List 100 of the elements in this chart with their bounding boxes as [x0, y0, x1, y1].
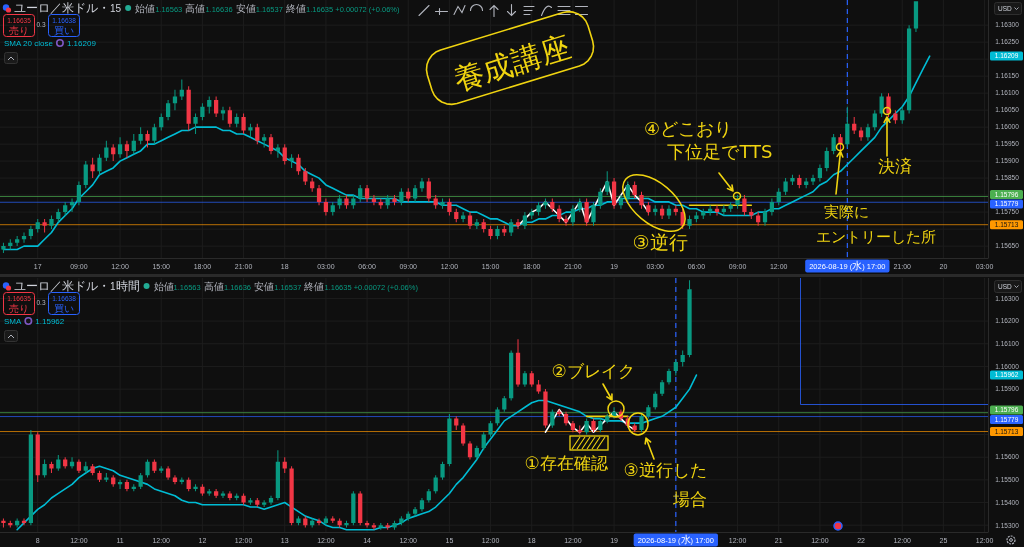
candlestick: [659, 205, 665, 219]
candlestick: [481, 218, 486, 233]
candlestick: [577, 425, 582, 435]
annotation: ③逆行: [632, 231, 688, 253]
candlestick: [783, 178, 788, 196]
candlestick: [83, 461, 88, 474]
candlestick: [255, 497, 260, 508]
candlestick: [639, 414, 644, 433]
candlestick: [495, 225, 500, 240]
annotation: ①存在確認: [524, 453, 608, 473]
candlestick: [605, 171, 610, 196]
candlestick: [440, 198, 445, 209]
candlestick: [474, 445, 479, 460]
candlestick: [385, 522, 390, 530]
candlestick: [447, 198, 452, 216]
candlestick: [21, 232, 27, 243]
candlestick: [117, 479, 123, 489]
candlestick: [680, 350, 685, 367]
candlestick: [563, 215, 569, 226]
candlestick: [790, 174, 795, 185]
candlestick: [440, 461, 445, 480]
candlestick: [646, 405, 651, 419]
candlestick: [426, 488, 431, 503]
candlestick: [598, 418, 603, 433]
candlestick: [694, 212, 699, 223]
candlestick: [817, 164, 823, 182]
candlestick: [687, 215, 692, 230]
candlestick: [193, 113, 198, 134]
candlestick: [255, 123, 260, 145]
candlestick: [364, 184, 370, 202]
candlestick: [810, 174, 816, 185]
candlestick: [248, 123, 253, 138]
candlestick: [69, 457, 75, 469]
candlestick: [447, 414, 452, 467]
candlestick: [378, 198, 383, 209]
legend: SMA 20 close 1.16209: [4, 39, 96, 48]
candlestick: [248, 497, 253, 505]
candlestick: [227, 106, 232, 128]
candlestick: [708, 205, 713, 216]
candlestick: [159, 113, 164, 131]
candlestick: [145, 130, 150, 148]
candlestick: [282, 457, 287, 474]
candlestick: [454, 208, 459, 223]
candlestick: [234, 493, 239, 501]
candlestick: [529, 208, 534, 219]
candlestick: [124, 140, 130, 158]
candlestick: [426, 178, 431, 202]
candlestick: [28, 429, 33, 526]
candlestick: [351, 491, 356, 526]
candlestick: [577, 198, 582, 213]
candlestick: [207, 488, 212, 496]
candlestick: [522, 212, 527, 230]
candlestick: [797, 174, 802, 189]
candlestick: [330, 201, 335, 216]
candlestick: [584, 198, 589, 226]
candlestick: [550, 409, 555, 428]
candlestick: [49, 461, 54, 474]
candlestick: [804, 178, 809, 189]
candlestick: [42, 459, 47, 478]
candlestick: [76, 181, 82, 206]
candlestick: [502, 225, 507, 236]
candlestick: [762, 208, 768, 226]
candlestick: [152, 123, 157, 145]
candlestick: [673, 205, 678, 216]
candlestick: [461, 212, 466, 223]
annotation: 1.16209: [66, 39, 97, 48]
candlestick: [117, 137, 123, 158]
candlestick: [344, 195, 349, 209]
candlestick: [701, 208, 706, 219]
chart-title: ユーロ／米ドル・15: [14, 1, 122, 15]
candlestick: [515, 339, 521, 387]
candlestick: [412, 507, 418, 517]
candlestick: [728, 201, 733, 213]
candlestick: [852, 116, 857, 134]
candlestick: [591, 201, 596, 226]
candlestick: [536, 201, 541, 216]
candlestick: [591, 418, 596, 433]
candlestick: [165, 466, 171, 480]
candlestick: [824, 147, 829, 172]
annotation: 1.15962: [35, 317, 65, 326]
candlestick: [392, 520, 397, 530]
candlestick: [124, 479, 130, 492]
candlestick: [63, 457, 68, 469]
candlestick: [467, 212, 473, 230]
candlestick: [625, 181, 630, 202]
candlestick: [1, 242, 6, 253]
candlestick: [646, 201, 651, 216]
candlestick: [358, 491, 363, 526]
candlestick: [488, 420, 493, 437]
candlestick: [474, 218, 479, 230]
candlestick: [214, 488, 219, 498]
candlestick: [872, 110, 877, 131]
candlestick: [358, 184, 363, 202]
candlestick: [241, 493, 246, 505]
candlestick: [543, 198, 548, 209]
candlestick: [275, 144, 280, 158]
candlestick: [419, 497, 425, 512]
candlestick: [461, 423, 466, 446]
candlestick: [900, 106, 905, 124]
candlestick: [296, 516, 301, 526]
